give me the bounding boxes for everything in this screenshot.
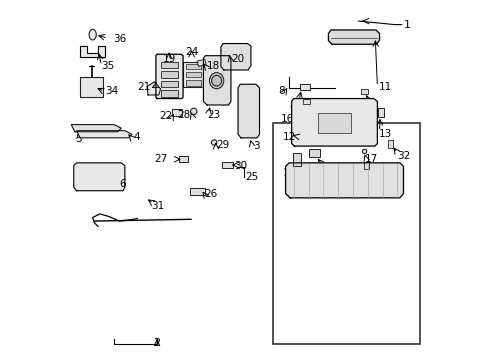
Bar [161, 71, 178, 78]
Text: 19: 19 [162, 54, 175, 64]
Bar [303, 99, 309, 104]
Polygon shape [221, 44, 250, 70]
Ellipse shape [84, 168, 99, 179]
Text: 20: 20 [230, 54, 244, 64]
Text: 24: 24 [184, 47, 198, 57]
Bar [179, 156, 188, 162]
Text: 25: 25 [244, 172, 258, 182]
Text: 15: 15 [323, 164, 336, 174]
Bar [197, 59, 206, 67]
Text: 7: 7 [83, 171, 90, 181]
Bar [189, 188, 204, 195]
Text: 13: 13 [378, 129, 391, 139]
Ellipse shape [211, 75, 221, 86]
Text: 23: 23 [206, 110, 220, 120]
Text: 8: 8 [277, 86, 284, 96]
Polygon shape [156, 54, 183, 99]
Bar [161, 62, 178, 68]
Polygon shape [77, 131, 132, 138]
Text: 30: 30 [233, 161, 246, 171]
Bar [80, 77, 103, 97]
Ellipse shape [190, 108, 197, 114]
Polygon shape [328, 30, 379, 44]
Polygon shape [238, 84, 259, 138]
Text: 35: 35 [102, 62, 115, 71]
Text: 14: 14 [283, 168, 296, 178]
Text: 12: 12 [283, 132, 296, 142]
Text: 10: 10 [370, 108, 384, 118]
Polygon shape [74, 163, 124, 191]
Bar [161, 90, 178, 97]
Text: 36: 36 [113, 34, 126, 44]
Text: 27: 27 [154, 154, 167, 164]
Ellipse shape [209, 73, 224, 89]
Text: 3: 3 [253, 141, 260, 151]
Polygon shape [285, 163, 403, 198]
Polygon shape [80, 46, 105, 57]
Bar [387, 140, 392, 148]
Text: 29: 29 [216, 140, 229, 150]
Bar [299, 84, 309, 90]
Ellipse shape [362, 149, 366, 154]
Bar [185, 72, 200, 77]
Text: 18: 18 [206, 62, 220, 71]
Bar [171, 109, 181, 116]
Text: 1: 1 [403, 19, 409, 30]
Polygon shape [291, 99, 377, 146]
Text: 2: 2 [153, 338, 160, 348]
Bar [317, 113, 351, 133]
Text: 21: 21 [138, 82, 151, 92]
Polygon shape [71, 125, 121, 132]
Text: 28: 28 [177, 110, 190, 120]
Text: 34: 34 [105, 86, 118, 96]
Ellipse shape [211, 140, 216, 145]
Text: 4: 4 [134, 132, 140, 142]
Text: 16: 16 [281, 113, 294, 123]
Bar [185, 80, 200, 86]
Bar [222, 162, 232, 168]
Ellipse shape [86, 169, 97, 176]
Bar [293, 153, 301, 166]
Ellipse shape [89, 29, 96, 40]
Bar [377, 108, 384, 117]
Text: 17: 17 [365, 154, 378, 164]
Bar [272, 123, 419, 344]
Text: 31: 31 [151, 201, 164, 211]
Text: 22: 22 [159, 111, 172, 121]
Bar [161, 81, 178, 87]
Polygon shape [147, 82, 160, 95]
Text: 6: 6 [119, 179, 125, 189]
Text: 11: 11 [378, 82, 391, 92]
Bar [183, 63, 203, 87]
Text: 33: 33 [346, 171, 360, 181]
Bar [185, 64, 200, 69]
Text: 9: 9 [288, 104, 295, 113]
Text: 26: 26 [204, 189, 217, 199]
Bar [363, 162, 368, 169]
Polygon shape [203, 56, 230, 105]
Bar [360, 89, 367, 94]
Text: 5: 5 [75, 134, 81, 144]
Bar [308, 149, 319, 157]
Text: 32: 32 [397, 151, 410, 161]
